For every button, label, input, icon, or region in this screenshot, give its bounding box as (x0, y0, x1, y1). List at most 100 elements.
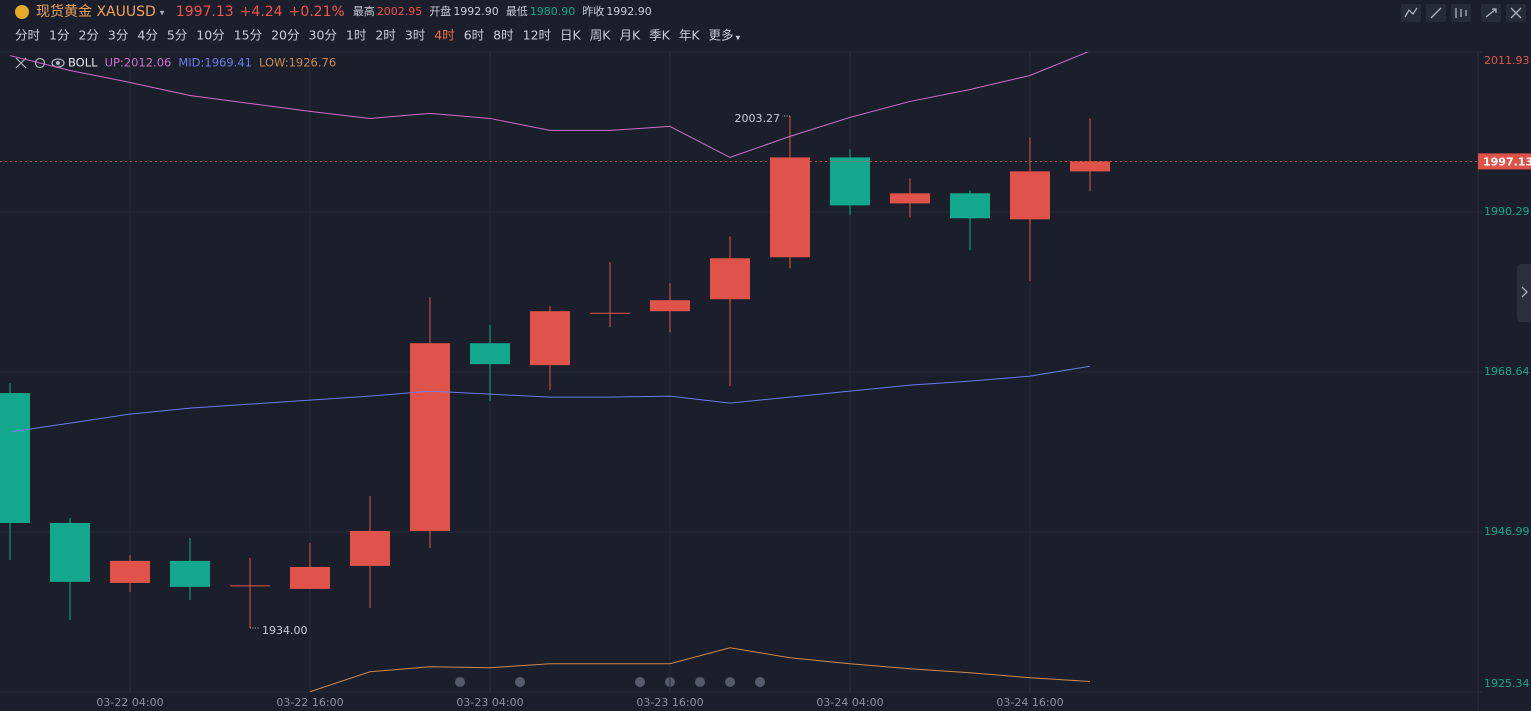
candle-body (890, 193, 930, 204)
x-tick-label: 03-24 04:00 (816, 696, 883, 709)
period-button[interactable]: 年K (679, 28, 701, 43)
legend-entry: UP:2012.06 (105, 56, 172, 70)
stat-value: 1992.90 (453, 5, 499, 18)
y-tick-label: 1968.64 (1484, 365, 1530, 378)
x-tick-label: 03-23 16:00 (636, 696, 703, 709)
tool-icon (1404, 7, 1418, 18)
period-button[interactable]: 30分 (309, 28, 337, 43)
period-button[interactable]: 1分 (49, 28, 69, 43)
legend-entry: MID:1969.41 (178, 56, 252, 70)
y-tick-label: 1946.99 (1484, 525, 1530, 538)
candle-body (170, 560, 210, 587)
candle-body (770, 157, 810, 258)
settings-icon[interactable] (34, 57, 46, 69)
period-button[interactable]: 季K (649, 28, 671, 43)
change-pct: +0.21% (289, 4, 345, 20)
event-markers (455, 677, 765, 687)
candle-body (650, 300, 690, 312)
period-button[interactable]: 分时 (15, 28, 41, 43)
period-button[interactable]: 20分 (271, 28, 299, 43)
candle-body (830, 157, 870, 206)
toolbar[interactable] (1401, 4, 1526, 22)
candle-body (950, 193, 990, 219)
boll-line (9, 365, 1091, 433)
x-tick-label: 03-23 04:00 (456, 696, 523, 709)
stat-label: 昨收 (582, 4, 604, 18)
last-price-label: 1997.13 (1483, 155, 1531, 168)
period-button[interactable]: 3时 (405, 28, 426, 43)
candle-body (410, 343, 450, 531)
plot (0, 52, 1110, 692)
stat-value: 1980.90 (530, 5, 576, 18)
stat-label: 最高 (353, 4, 375, 18)
candle-body (710, 258, 750, 300)
period-button[interactable]: 15分 (234, 28, 262, 43)
tool-icon (1430, 7, 1442, 19)
indicator-name: BOLL (68, 56, 98, 70)
stat-label: 开盘 (429, 4, 451, 18)
candle-body (50, 522, 90, 582)
boll-line (9, 52, 1089, 158)
annotation-label: 1934.00 (262, 624, 308, 637)
event-marker[interactable] (455, 677, 465, 687)
candle-body (290, 566, 330, 589)
period-button[interactable]: 2时 (375, 28, 396, 43)
period-button[interactable]: 10分 (196, 28, 224, 43)
event-marker[interactable] (725, 677, 735, 687)
close-icon (1510, 7, 1522, 19)
candle-body (1010, 171, 1050, 220)
boll-line (309, 647, 1091, 692)
candle-body (470, 343, 510, 365)
period-button[interactable]: 5分 (167, 28, 187, 43)
y-tick-label: 2011.93 (1484, 54, 1530, 67)
period-button[interactable]: 月K (619, 28, 641, 43)
more-dropdown: ▾ (736, 34, 741, 44)
candle-body (1070, 161, 1110, 172)
tool-button[interactable] (1401, 4, 1421, 22)
tool-icon (1455, 8, 1467, 18)
x-tick-label: 03-22 04:00 (96, 696, 163, 709)
gold-icon (15, 5, 29, 19)
remove-icon[interactable] (15, 57, 27, 69)
x-tick-label: 03-24 16:00 (996, 696, 1063, 709)
legend-entry: LOW:1926.76 (259, 56, 336, 70)
period-button[interactable]: 3分 (108, 28, 128, 43)
candle-body (0, 393, 30, 523)
y-tick-label: 1925.34 (1484, 677, 1530, 690)
change: +4.24 (240, 4, 283, 20)
side-panel-arrow (1521, 286, 1528, 298)
side-panel-tab[interactable] (1517, 264, 1531, 322)
event-marker[interactable] (695, 677, 705, 687)
period-button[interactable]: 1时 (346, 28, 367, 43)
period-button[interactable]: 周K (590, 28, 612, 43)
candle-body (110, 560, 150, 583)
price: 1997.13 (176, 4, 234, 20)
period-button[interactable]: 8时 (493, 28, 514, 43)
stat-label: 最低 (506, 5, 528, 18)
tool-icon (1485, 8, 1497, 18)
visibility-icon-dot (55, 60, 61, 66)
candle-body (350, 530, 390, 566)
period-button[interactable]: 更多 (709, 28, 734, 43)
period-button[interactable]: 4时 (434, 28, 455, 43)
y-tick-label: 1990.29 (1484, 205, 1530, 218)
stat-value: 2002.95 (377, 5, 423, 18)
period-button[interactable]: 12时 (523, 28, 552, 43)
x-tick-label: 03-22 16:00 (276, 696, 343, 709)
last-price-tag (1478, 153, 1531, 170)
annotation-label: 2003.27 (735, 112, 781, 125)
period-button[interactable]: 6时 (464, 28, 485, 43)
event-marker[interactable] (755, 677, 765, 687)
period-button[interactable]: 日K (560, 28, 582, 43)
period-button[interactable]: 2分 (78, 28, 98, 43)
event-marker[interactable] (635, 677, 645, 687)
stat-value: 1992.90 (606, 5, 652, 18)
event-marker[interactable] (515, 677, 525, 687)
symbol: 现货黄金 XAUUSD (36, 3, 156, 20)
candle-body (530, 311, 570, 366)
symbol-dropdown[interactable]: ▾ (160, 9, 165, 19)
period-button[interactable]: 4分 (137, 28, 157, 43)
